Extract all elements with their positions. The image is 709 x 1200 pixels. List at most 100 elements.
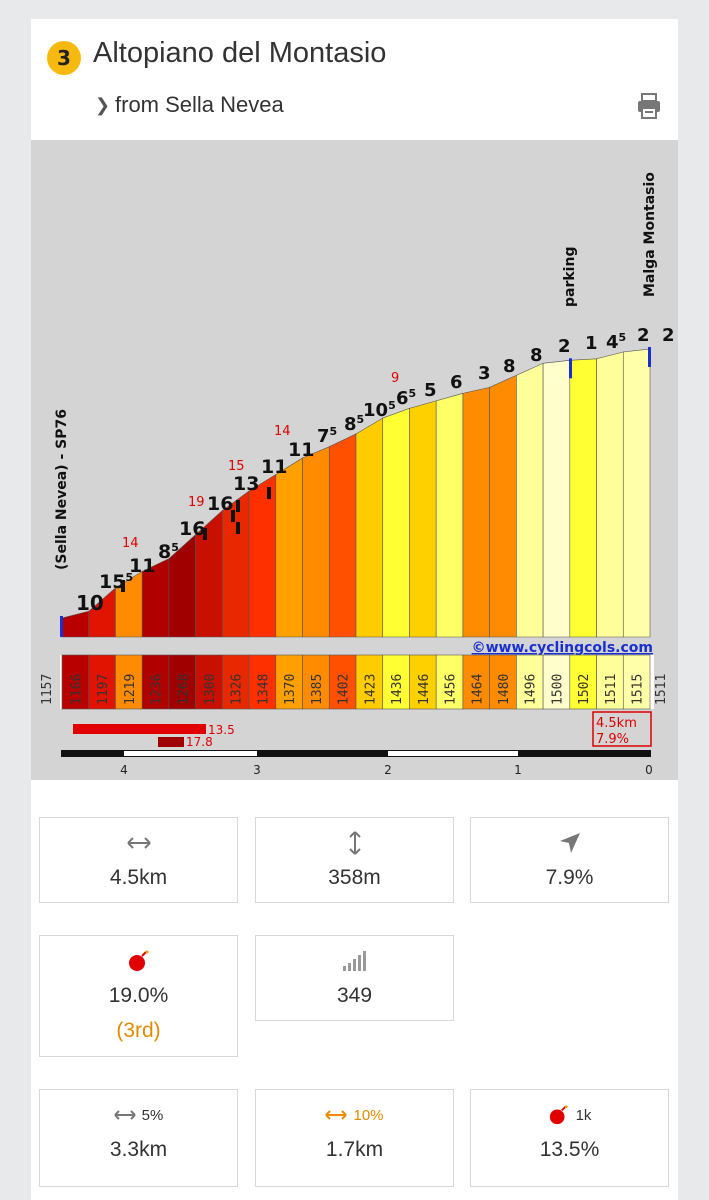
elevation-cell	[435, 654, 464, 710]
summit-label: Malga Montasio	[642, 172, 658, 297]
elevation-cell	[195, 654, 223, 710]
steepest-1k-value: 13.5%	[539, 1138, 600, 1161]
km-tick-label: 3	[253, 763, 261, 777]
summit-marker	[648, 347, 651, 367]
over-10-label: 10%	[353, 1106, 384, 1124]
horizontal-arrows-icon	[40, 830, 237, 856]
grade-label: 11	[261, 456, 287, 478]
climb-title[interactable]: Altopiano del Montasio	[93, 37, 387, 69]
steep-section-marker	[121, 580, 125, 592]
height-gain-value: 358m	[328, 866, 381, 889]
start-location-label: (Sella Nevea) - SP76	[54, 409, 70, 570]
grade-label: 5	[424, 380, 437, 401]
profile-segment	[435, 392, 464, 638]
climb-header: 3 Altopiano del Montasio ❯ from Sella Ne…	[31, 19, 678, 140]
km-tick-label: 1	[514, 763, 522, 777]
grade-label: 11	[288, 439, 314, 461]
elevation-cell	[382, 654, 410, 710]
elevation-value: 1456	[444, 674, 459, 705]
vertical-arrows-icon	[256, 830, 453, 856]
steep-section-marker	[267, 487, 271, 499]
steepest-value-1: 13.5	[208, 723, 235, 737]
stat-distance: 4.5km	[39, 817, 238, 903]
steep-section-marker	[236, 500, 240, 512]
grade-label: 45	[606, 331, 626, 353]
elevation-value: 1502	[577, 674, 592, 705]
distance-value: 4.5km	[109, 866, 168, 889]
elevation-value: 1402	[337, 674, 352, 705]
elevation-value: 1500	[550, 674, 565, 705]
steepest-bar-1	[73, 724, 206, 734]
grade-label: 13	[233, 473, 259, 495]
grade-label: 8	[530, 345, 543, 366]
over-5-value: 3.3km	[109, 1138, 168, 1161]
profile-segment	[569, 358, 597, 638]
elevation-cell	[222, 654, 250, 710]
elevation-value: 1464	[470, 674, 485, 705]
stat-over-5: 5% 3.3km	[39, 1089, 238, 1187]
profile-segment	[61, 610, 90, 638]
navigation-arrow-icon	[471, 830, 668, 856]
parking-marker	[569, 358, 572, 379]
stat-over-10: 10% 1.7km	[255, 1089, 454, 1187]
grade-label: 11	[129, 555, 155, 577]
profile-segment	[596, 351, 624, 638]
horizontal-arrows-icon	[325, 1110, 348, 1120]
profile-segment	[355, 417, 384, 638]
over-10-value: 1.7km	[325, 1138, 384, 1161]
stat-max-grade: 19.0% (3rd)	[39, 935, 238, 1057]
elevation-value: 1348	[256, 674, 271, 705]
avg-grade-value: 7.9%	[545, 866, 594, 889]
chevron-right-icon: ❯	[95, 95, 111, 115]
stat-height-gain: 358m	[255, 817, 454, 903]
elevation-cell	[516, 654, 544, 710]
stat-profile-index: 349	[255, 935, 454, 1021]
start-marker	[60, 616, 63, 637]
end-elevation: 1511	[654, 674, 669, 705]
elevation-cell	[168, 654, 196, 710]
km-tick-label: 4	[120, 763, 128, 777]
profile-segment	[542, 359, 571, 638]
elevation-cell	[248, 654, 277, 710]
climb-card: 3 Altopiano del Montasio ❯ from Sella Ne…	[31, 19, 678, 1200]
climb-subtitle[interactable]: from Sella Nevea	[115, 92, 284, 117]
grade-label: 2	[637, 325, 650, 346]
climb-profile-image: 10 155 14 11 85 16 19 16 13 15 11 14 11 75 85 105 9 65 5 6 3…	[31, 140, 678, 780]
grade-label: 16	[207, 493, 233, 515]
grade-label: 85	[344, 413, 364, 435]
profile-segment	[489, 374, 517, 638]
km-tick-label: 0	[645, 763, 653, 777]
stat-steepest-1k: 1k 13.5%	[470, 1089, 669, 1187]
over-5-header: 5%	[40, 1102, 237, 1128]
grade-label: 9	[391, 371, 399, 386]
elevation-cell	[569, 654, 597, 710]
summary-box	[592, 711, 652, 747]
parking-label: parking	[562, 247, 578, 307]
elevation-cell	[596, 654, 624, 710]
elevation-value: 1511	[604, 674, 619, 705]
elevation-value: 1480	[497, 674, 512, 705]
elevation-value: 1515	[631, 674, 646, 705]
elevation-cell	[355, 654, 384, 710]
bomb-icon	[549, 1105, 568, 1125]
grade-label: 14	[274, 424, 291, 439]
steep-section-marker	[236, 522, 240, 534]
horizontal-arrows-icon	[113, 1110, 136, 1120]
grade-label: 1	[585, 333, 598, 354]
grade-label: 155	[99, 571, 133, 593]
profile-segment	[248, 473, 277, 638]
grade-label: 3	[478, 363, 491, 384]
credit-link: ©www.cyclingcols.com	[472, 640, 653, 656]
elevation-value: 1219	[123, 674, 138, 705]
climb-number-badge: 3	[47, 41, 81, 75]
elevation-cell	[409, 654, 437, 710]
elevation-value: 1423	[363, 674, 378, 705]
grade-label: 16	[179, 518, 205, 540]
over-10-header: 10%	[256, 1102, 453, 1128]
elevation-value: 1496	[524, 674, 539, 705]
print-icon[interactable]	[637, 93, 661, 119]
signal-bars-icon	[256, 948, 453, 974]
km-tick-label: 2	[384, 763, 392, 777]
summary-grade: 7.9%	[596, 732, 629, 747]
elevation-value: 1166	[69, 674, 84, 705]
